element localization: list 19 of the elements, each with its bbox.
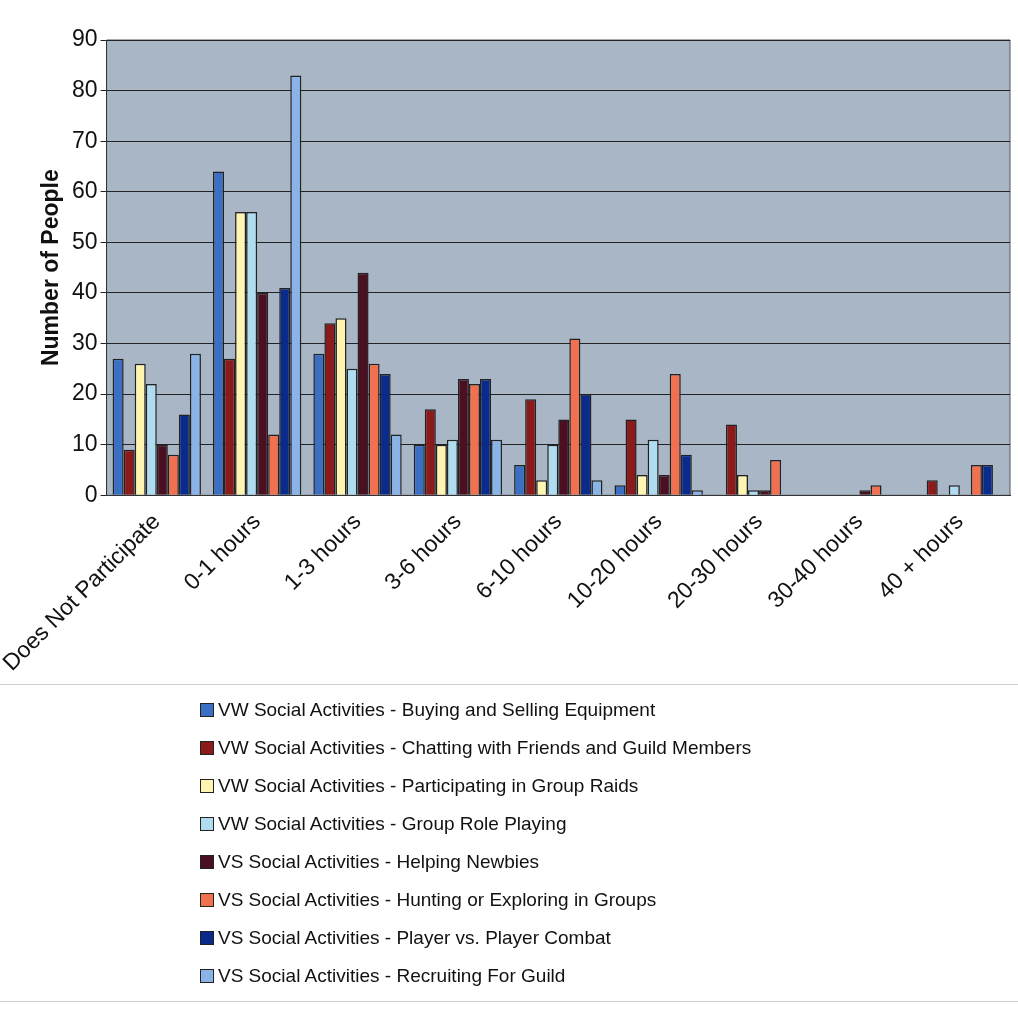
legend-label: VW Social Activities - Participating in Group Raids bbox=[218, 775, 639, 797]
y-tick-label: 80 bbox=[71, 75, 98, 102]
y-axis-title: Number of People bbox=[36, 169, 63, 367]
y-tick-label: 90 bbox=[71, 25, 98, 52]
legend-label: VS Social Activities - Hunting or Exploring in Groups bbox=[218, 889, 657, 911]
legend-label: VW Social Activities - Group Role Playing bbox=[218, 813, 567, 835]
y-tick-label: 30 bbox=[71, 328, 98, 355]
y-tick-label: 60 bbox=[71, 177, 98, 204]
legend-label: VS Social Activities - Recruiting For Guild bbox=[218, 965, 566, 987]
y-tick-label: 40 bbox=[71, 278, 98, 305]
y-tick-label: 70 bbox=[71, 126, 98, 153]
y-tick-label: 20 bbox=[71, 379, 98, 406]
y-tick-label: 50 bbox=[71, 227, 98, 254]
legend-label: VS Social Activities - Player vs. Player Combat bbox=[218, 927, 611, 949]
legend-label: VW Social Activities - Chatting with Friends and Guild Members bbox=[218, 737, 752, 759]
legend-label: VW Social Activities - Buying and Selling Equipment bbox=[218, 699, 656, 721]
y-tick-label: 0 bbox=[84, 480, 98, 507]
y-tick-label: 10 bbox=[71, 430, 98, 457]
legend-label: VS Social Activities - Helping Newbies bbox=[218, 851, 540, 873]
